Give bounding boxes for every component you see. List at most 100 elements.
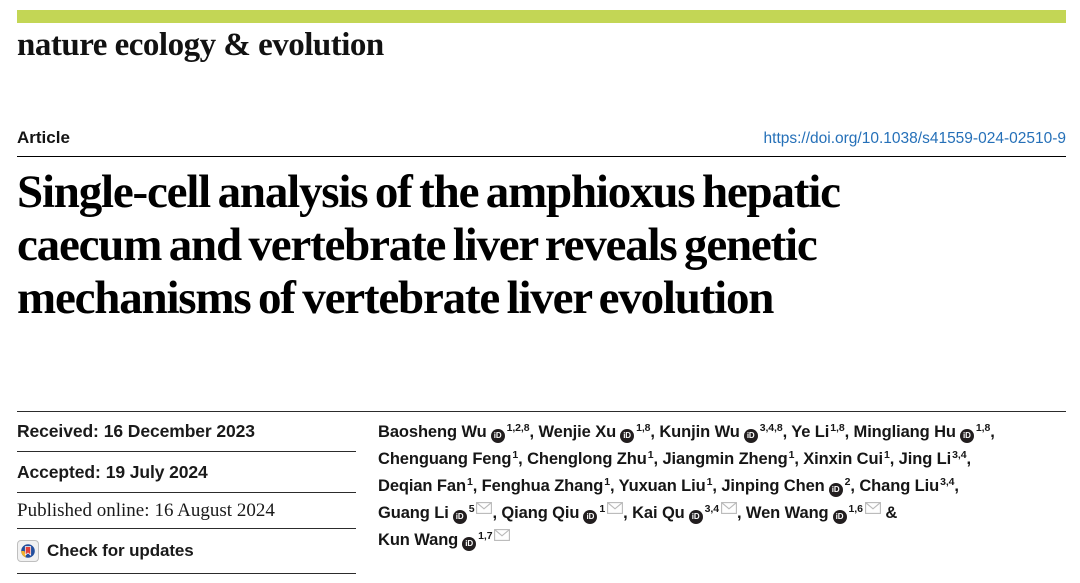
mail-icon[interactable] bbox=[864, 496, 881, 523]
author-block: Baosheng Wu iD1,2,8, Wenjie Xu iD1,8, Kunj… bbox=[356, 412, 1066, 574]
author-name: Xinxin Cui bbox=[803, 450, 883, 468]
author-name: Deqian Fan bbox=[378, 477, 466, 495]
author-name: Kunjin Wu bbox=[659, 423, 740, 441]
author-name: Mingliang Hu bbox=[853, 423, 956, 441]
affiliation-superscript: 1 bbox=[512, 449, 519, 461]
author: Deqian Fan1 bbox=[378, 477, 473, 495]
journal-logo: nature ecology & evolution bbox=[17, 27, 384, 63]
received-date-row: Received: 16 December 2023 bbox=[17, 412, 356, 452]
author: Ye Li1,8 bbox=[791, 423, 844, 441]
orcid-icon[interactable]: iD bbox=[583, 510, 598, 524]
author-name: Jiangmin Zheng bbox=[662, 450, 788, 468]
author: Xinxin Cui1 bbox=[803, 449, 890, 468]
author-separator: , bbox=[966, 450, 971, 468]
orcid-icon[interactable]: iD bbox=[832, 510, 847, 524]
orcid-icon[interactable]: iD bbox=[620, 429, 635, 443]
author: Chenglong Zhu1 bbox=[527, 450, 654, 468]
author-separator: , bbox=[794, 450, 804, 468]
author-separator: , bbox=[844, 423, 854, 441]
author: Jiangmin Zheng1 bbox=[662, 450, 794, 468]
author: Jing Li3,4 bbox=[899, 450, 967, 468]
author-line: Chenguang Feng1, Chenglong Zhu1, Jiangmi… bbox=[378, 446, 1066, 473]
author-name: Chenguang Feng bbox=[378, 450, 512, 468]
author-name: Ye Li bbox=[791, 423, 830, 441]
author: Jinping Chen iD2 bbox=[721, 476, 851, 497]
author-separator: & bbox=[880, 504, 898, 522]
title-line-3: mechanisms of vertebrate liver evolution bbox=[17, 272, 774, 324]
author: Mingliang Hu iD1,8 bbox=[853, 422, 991, 443]
affiliation-superscript: 1 bbox=[788, 449, 795, 461]
affiliation-superscript: 1 bbox=[706, 476, 713, 488]
orcid-icon[interactable]: iD bbox=[828, 483, 843, 497]
author-separator: , bbox=[736, 504, 746, 522]
affiliation-superscript: 2 bbox=[844, 476, 851, 488]
author-name: Wenjie Xu bbox=[538, 423, 617, 441]
affiliation-superscript: 3,4 bbox=[952, 449, 967, 461]
published-date-row: Published online: 16 August 2024 bbox=[17, 493, 356, 529]
author-separator: , bbox=[609, 477, 619, 495]
crossmark-icon bbox=[17, 540, 39, 562]
orcid-icon[interactable]: iD bbox=[959, 429, 974, 443]
mail-icon[interactable] bbox=[494, 523, 511, 550]
published-value: 16 August 2024 bbox=[154, 499, 275, 521]
affiliation-superscript: 1 bbox=[604, 476, 610, 488]
author-separator: , bbox=[990, 423, 995, 441]
author-separator: , bbox=[653, 450, 663, 468]
article-metadata: Received: 16 December 2023 Accepted: 19 … bbox=[17, 412, 356, 574]
check-for-updates-label: Check for updates bbox=[47, 541, 194, 560]
mail-icon[interactable] bbox=[607, 496, 624, 523]
affiliation-superscript: 1,7 bbox=[478, 530, 493, 542]
published-label: Published online: bbox=[17, 499, 150, 521]
author-name: Kai Qu bbox=[632, 504, 685, 522]
author-name: Baosheng Wu bbox=[378, 423, 487, 441]
author-name: Fenghua Zhang bbox=[481, 477, 604, 495]
author-name: Jinping Chen bbox=[721, 477, 825, 495]
affiliation-superscript: 1 bbox=[466, 476, 473, 488]
author-line: Deqian Fan1, Fenghua Zhang1, Yuxuan Liu1… bbox=[378, 473, 1066, 500]
affiliation-superscript: 1,8 bbox=[636, 422, 651, 434]
affiliation-superscript: 3,4 bbox=[940, 476, 955, 488]
author-separator: , bbox=[889, 450, 899, 468]
orcid-icon[interactable]: iD bbox=[688, 510, 703, 524]
article-meta-section: Received: 16 December 2023 Accepted: 19 … bbox=[17, 411, 1066, 574]
orcid-icon[interactable]: iD bbox=[490, 429, 505, 443]
author: Wenjie Xu iD1,8 bbox=[538, 422, 651, 443]
accepted-label: Accepted: bbox=[17, 461, 101, 482]
affiliation-superscript: 1 bbox=[883, 449, 890, 461]
title-line-1: Single-cell analysis of the amphioxus he… bbox=[17, 166, 841, 218]
mail-icon[interactable] bbox=[476, 496, 493, 523]
author-separator: , bbox=[529, 423, 539, 441]
article-title: Single-cell analysis of the amphioxus he… bbox=[17, 166, 1066, 325]
mail-icon[interactable] bbox=[721, 496, 737, 523]
author: Fenghua Zhang1 bbox=[482, 477, 610, 495]
affiliation-superscript: 1,8 bbox=[975, 422, 991, 434]
affiliation-superscript: 3,4 bbox=[704, 503, 719, 515]
author-separator: , bbox=[518, 450, 528, 468]
author: Chang Liu3,4 bbox=[859, 477, 954, 495]
orcid-icon[interactable]: iD bbox=[743, 429, 758, 443]
received-label: Received: bbox=[17, 421, 99, 441]
accepted-date-row: Accepted: 19 July 2024 bbox=[17, 452, 356, 493]
author-name: Wen Wang bbox=[745, 504, 829, 522]
author-separator: , bbox=[782, 423, 792, 441]
doi-link[interactable]: https://doi.org/10.1038/s41559-024-02510… bbox=[763, 130, 1066, 147]
author-name: Jing Li bbox=[898, 450, 952, 468]
author: Chenguang Feng1 bbox=[378, 450, 518, 468]
author: Kun Wang iD1,7 bbox=[378, 529, 511, 551]
author: Yuxuan Liu1 bbox=[619, 477, 713, 495]
author-name: Yuxuan Liu bbox=[618, 477, 706, 495]
author-name: Kun Wang bbox=[378, 531, 459, 549]
title-line-2: caecum and vertebrate liver reveals gene… bbox=[17, 219, 818, 271]
author-name: Qiang Qiu bbox=[501, 504, 580, 522]
author-separator: , bbox=[492, 504, 502, 522]
author-line: Kun Wang iD1,7 bbox=[378, 527, 1066, 554]
author: Wen Wang iD1,6 bbox=[745, 502, 881, 524]
article-header-row: Article https://doi.org/10.1038/s41559-0… bbox=[17, 128, 1066, 157]
orcid-icon[interactable]: iD bbox=[452, 510, 467, 524]
author-line: Guang Li iD5, Qiang Qiu iD1, Kai Qu iD3,4, … bbox=[378, 500, 1066, 527]
check-for-updates-button[interactable]: Check for updates bbox=[17, 529, 356, 574]
author-separator: , bbox=[850, 477, 860, 495]
orcid-icon[interactable]: iD bbox=[462, 537, 477, 551]
author-name: Chang Liu bbox=[859, 477, 940, 495]
